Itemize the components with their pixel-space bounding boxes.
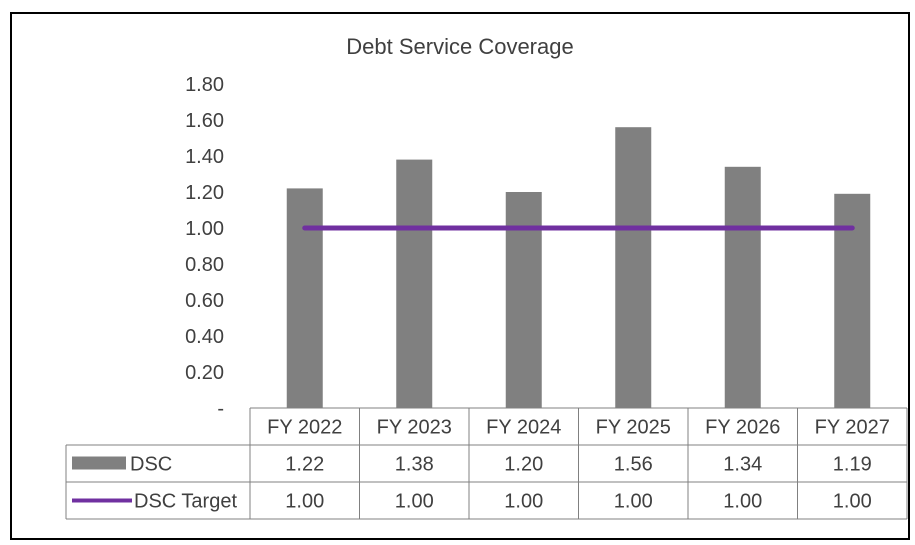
data-table-value: 1.00 (504, 491, 543, 513)
x-category-label: FY 2022 (267, 417, 342, 439)
y-tick-label: 0.60 (185, 290, 224, 312)
data-table-value: 1.22 (285, 454, 324, 476)
data-table-value: 1.34 (723, 454, 762, 476)
data-table-value: 1.19 (833, 454, 872, 476)
chart-svg: - 0.20 0.40 0.60 0.80 1.00 1.20 1.40 1.60 1.80 FY … (65, 74, 908, 520)
dsc-bar (286, 188, 323, 408)
x-category-label: FY 2025 (596, 417, 671, 439)
legend-series-name: DSC (130, 454, 172, 476)
data-table-value: 1.00 (395, 491, 434, 513)
dsc-bar (724, 166, 761, 408)
legend-series-name: DSC Target (134, 491, 237, 513)
data-table-value: 1.00 (833, 491, 872, 513)
data-table-value: 1.38 (395, 454, 434, 476)
x-category-label: FY 2024 (486, 417, 561, 439)
x-category-label: FY 2026 (705, 417, 780, 439)
dsc-bar (396, 159, 433, 408)
y-tick-label: - (217, 398, 224, 420)
dsc-bar (615, 127, 652, 408)
x-category-label: FY 2023 (377, 417, 452, 439)
y-tick-label: 0.20 (185, 362, 224, 384)
y-tick-label: 1.40 (185, 146, 224, 168)
data-table-value: 1.00 (285, 491, 324, 513)
dsc-bar (505, 192, 542, 408)
chart-frame: Debt Service Coverage - 0.20 0.40 0.60 0.80 1… (10, 12, 910, 540)
data-table-value: 1.56 (614, 454, 653, 476)
data-table-value: 1.00 (614, 491, 653, 513)
chart-title: Debt Service Coverage (346, 34, 574, 59)
y-tick-label: 0.40 (185, 326, 224, 348)
y-tick-label: 1.00 (185, 218, 224, 240)
dsc-legend-key (72, 456, 126, 470)
y-tick-label: 1.80 (185, 74, 224, 96)
y-tick-label: 1.60 (185, 110, 224, 132)
y-tick-label: 0.80 (185, 254, 224, 276)
x-category-label: FY 2027 (815, 417, 890, 439)
data-table-value: 1.00 (723, 491, 762, 513)
y-tick-label: 1.20 (185, 182, 224, 204)
data-table-value: 1.20 (504, 454, 543, 476)
